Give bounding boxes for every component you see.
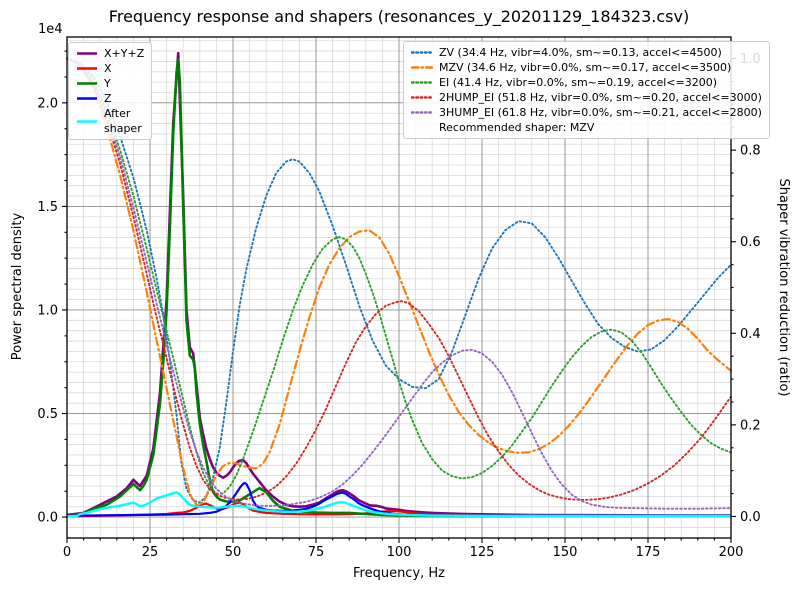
curve-3hump-ei	[66, 57, 732, 510]
x-line-swatch	[77, 67, 97, 70]
zv-line-swatch	[411, 51, 433, 54]
legend-label-zv: ZV (34.4 Hz, vibr=4.0%, sm~=0.13, accel<…	[439, 46, 722, 59]
legend-label-3hump-ei: 3HUMP_EI (61.8 Hz, vibr=0.0%, sm~=0.21, …	[439, 106, 762, 119]
legend-item-3hump-ei: 3HUMP_EI (61.8 Hz, vibr=0.0%, sm~=0.21, …	[411, 105, 762, 120]
y-line-swatch	[77, 82, 97, 85]
z-line-swatch	[77, 97, 97, 100]
curves	[65, 51, 733, 518]
svg-text:75: 75	[308, 545, 325, 560]
xyz-line-swatch	[77, 52, 97, 55]
svg-text:0.6: 0.6	[740, 235, 761, 250]
legend-item-x: X	[76, 61, 144, 76]
legend-item-2hump-ei: 2HUMP_EI (51.8 Hz, vibr=0.0%, sm~=0.20, …	[411, 90, 762, 105]
svg-text:175: 175	[636, 545, 661, 560]
svg-text:0.0: 0.0	[740, 510, 761, 525]
legend-label-xyz: X+Y+Z	[104, 47, 145, 60]
legend-item-y: Y	[76, 76, 144, 91]
legend-item-z: Z	[76, 91, 144, 106]
3hump-ei-line-swatch	[411, 111, 433, 114]
y-axis-scale-offset-text: 1e4	[38, 22, 63, 37]
legend-item-ei: EI (41.4 Hz, vibr=0.0%, sm~=0.19, accel<…	[411, 75, 762, 90]
x-axis-label: Frequency, Hz	[352, 566, 446, 581]
legend-shapers: ZV (34.4 Hz, vibr=4.0%, sm~=0.13, accel<…	[403, 41, 770, 139]
legend-label-after-shaper: After shaper	[104, 107, 142, 135]
svg-text:1.5: 1.5	[37, 200, 58, 215]
svg-text:0.2: 0.2	[740, 418, 761, 433]
curve-mzv	[65, 57, 733, 507]
svg-text:1.0: 1.0	[37, 303, 58, 318]
recommended-shaper-note: Recommended shaper: MZV	[439, 121, 595, 134]
legend-label-2hump-ei: 2HUMP_EI (51.8 Hz, vibr=0.0%, sm~=0.20, …	[439, 91, 762, 104]
legend-item-zv: ZV (34.4 Hz, vibr=4.0%, sm~=0.13, accel<…	[411, 45, 762, 60]
svg-text:25: 25	[142, 545, 159, 560]
2hump-ei-line-swatch	[411, 96, 433, 99]
svg-text:50: 50	[225, 545, 242, 560]
after-shaper-line-swatch	[77, 119, 97, 123]
svg-text:2.0: 2.0	[37, 96, 58, 111]
legend-label-x: X	[104, 62, 112, 75]
legend-item-after-shaper: After shaper	[76, 106, 144, 136]
svg-text:200: 200	[719, 545, 744, 560]
curve-after-shaper	[66, 491, 731, 518]
svg-text:0: 0	[63, 545, 71, 560]
legend-item-xyz: X+Y+Z	[76, 46, 144, 61]
legend-motion-axes: X+Y+Z X Y Z After shaper	[68, 42, 153, 140]
mzv-line-swatch	[411, 66, 433, 69]
legend-item-mzv: MZV (34.6 Hz, vibr=0.0%, sm~=0.17, accel…	[411, 60, 762, 75]
svg-text:0.0: 0.0	[37, 511, 58, 526]
svg-text:150: 150	[553, 545, 578, 560]
svg-text:100: 100	[387, 545, 412, 560]
svg-text:0.8: 0.8	[740, 144, 761, 159]
ticks	[62, 50, 736, 543]
svg-text:0.5: 0.5	[37, 407, 58, 422]
curve-zv	[66, 57, 732, 504]
legend-label-z: Z	[104, 92, 112, 105]
legend-label-y: Y	[104, 77, 111, 90]
curve-2hump-ei	[66, 57, 732, 501]
curve-ei	[66, 57, 732, 495]
legend-label-ei: EI (41.4 Hz, vibr=0.0%, sm~=0.19, accel<…	[439, 76, 717, 89]
curve-y	[66, 58, 731, 518]
y-axis-label-left: Power spectral density	[10, 212, 25, 361]
y-axis-label-right: Shaper vibration reduction (ratio)	[776, 178, 791, 397]
svg-text:125: 125	[470, 545, 495, 560]
svg-text:0.4: 0.4	[740, 327, 761, 342]
chart-title: Frequency response and shapers (resonanc…	[108, 7, 690, 26]
ei-line-swatch	[411, 81, 433, 84]
legend-label-mzv: MZV (34.6 Hz, vibr=0.0%, sm~=0.17, accel…	[439, 61, 732, 74]
